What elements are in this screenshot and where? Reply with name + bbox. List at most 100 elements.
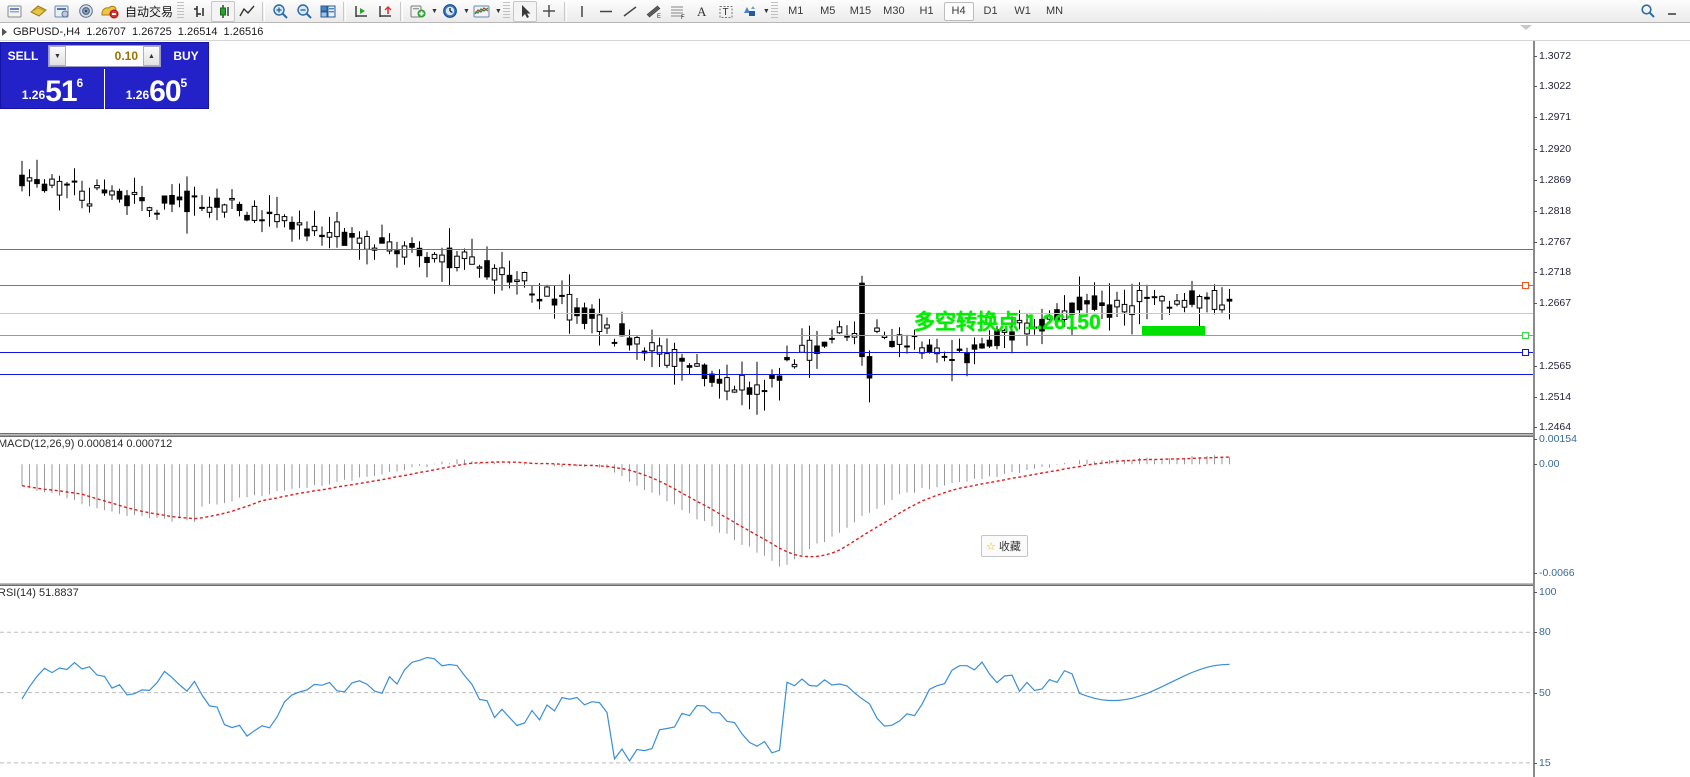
indicators-icon[interactable] — [470, 1, 494, 22]
text-label-icon[interactable]: T — [714, 1, 738, 22]
level-handle-1-2615[interactable] — [1522, 332, 1529, 340]
pane-divider-macd[interactable] — [0, 433, 1533, 437]
macd-series — [21, 455, 1230, 567]
price-tick-1-2464: 1.2464 — [1533, 421, 1572, 434]
periodicity-icon[interactable] — [438, 1, 462, 22]
favorite-badge-label: 收藏 — [998, 541, 1021, 553]
buy-price-pip: 5 — [180, 76, 188, 90]
zoom-in-icon[interactable] — [268, 1, 292, 22]
price-tick-1-2767: 1.2767 — [1533, 236, 1572, 249]
new-order-icon[interactable] — [2, 1, 26, 22]
toolbar-grip-1[interactable] — [177, 2, 185, 20]
one-click-trading-panel[interactable]: SELL ▼ 0.10 ▲ BUY 1.26 51 6 1.26 60 5 — [0, 42, 209, 109]
vertical-line-icon[interactable] — [570, 1, 594, 22]
level-line-1-2551[interactable] — [0, 374, 1533, 376]
price-tick-1-2818: 1.2818 — [1533, 205, 1572, 217]
trendline-icon[interactable] — [618, 1, 642, 22]
macd-tick-_0_0066: -0.0066 — [1534, 567, 1575, 580]
sell-price-quote[interactable]: 1.26 51 6 — [1, 69, 104, 109]
level-line-1-2697[interactable] — [0, 285, 1533, 286]
svg-text:A: A — [697, 4, 707, 19]
price-axis[interactable]: 1.3072 1.3022 1.2971 1.2920 1.2869 1.2818 1.27… — [1533, 41, 1690, 777]
navigator-icon[interactable] — [74, 1, 98, 22]
timeframe-mn[interactable]: MN — [1046, 5, 1064, 17]
rsi-tick-15: 15 — [1534, 756, 1551, 769]
price-tick-1-3022: 1.3022 — [1533, 80, 1572, 93]
highlight-zone — [1142, 326, 1205, 335]
main-toolbar: 自动交易 ▼ — [0, 0, 1690, 23]
sell-button[interactable]: SELL — [7, 49, 39, 63]
candlestick-chart-icon[interactable] — [211, 0, 236, 22]
toolbar-grip-3[interactable] — [770, 2, 778, 20]
price-tick-1-3072: 1.3072 — [1533, 49, 1572, 62]
buy-button[interactable]: BUY — [173, 49, 199, 63]
data-window-icon[interactable] — [50, 1, 74, 22]
timeframe-m15[interactable]: M15 — [849, 5, 872, 17]
price-chart-pane[interactable] — [0, 41, 1533, 433]
timeframe-h1[interactable]: H1 — [919, 5, 934, 17]
timeframe-m5[interactable]: M5 — [820, 5, 836, 17]
rsi-tick-80: 80 — [1534, 626, 1551, 639]
rsi-series — [0, 631, 1533, 764]
volume-increase-button[interactable]: ▲ — [143, 46, 160, 66]
level-line-1-2615[interactable] — [0, 335, 1533, 337]
ohlc-high: 1.26725 — [132, 25, 172, 38]
shift-end-icon[interactable] — [349, 1, 373, 22]
macd-tick-0_00: 0.00 — [1533, 458, 1560, 471]
macd-label: MACD(12,26,9) 0.000814 0.000712 — [0, 438, 173, 450]
rsi-pane[interactable]: RSI(14) 51.8837 — [0, 586, 1533, 777]
level-line-1-2587[interactable] — [0, 352, 1533, 354]
auto-trading-icon[interactable] — [98, 1, 122, 22]
templates-icon[interactable] — [406, 1, 430, 22]
level-line-1-2756[interactable] — [0, 248, 1533, 250]
fibonacci-icon[interactable]: F — [666, 1, 690, 22]
auto-scroll-icon[interactable] — [373, 1, 397, 22]
favorite-badge[interactable]: ☆ 收藏 — [981, 535, 1028, 557]
price-tick-1-2920: 1.2920 — [1533, 142, 1572, 155]
timeframe-w1[interactable]: W1 — [1014, 5, 1031, 17]
sell-price-pip: 6 — [76, 76, 84, 90]
line-chart-icon[interactable] — [235, 1, 259, 22]
level-line-1-2651[interactable] — [0, 313, 1533, 315]
collapse-triangle-icon[interactable] — [2, 27, 7, 36]
price-tick-1-2718: 1.2718 — [1533, 266, 1572, 279]
ohlc-close: 1.26516 — [223, 25, 264, 38]
bar-chart-icon[interactable] — [187, 1, 211, 22]
periodicity-caret-icon[interactable]: ▼ — [462, 7, 470, 15]
buy-price-big: 60 — [149, 75, 181, 108]
templates-caret-icon[interactable]: ▼ — [431, 7, 438, 15]
crosshair-icon[interactable] — [537, 1, 561, 22]
equidistant-channel-icon[interactable]: E — [642, 1, 666, 22]
price-tick-1-2971: 1.2971 — [1533, 111, 1572, 124]
zoom-out-icon[interactable] — [292, 1, 316, 22]
indicators-caret-icon[interactable]: ▼ — [494, 7, 502, 15]
timeframe-h4[interactable]: H4 — [943, 1, 974, 21]
shapes-icon[interactable] — [738, 1, 762, 22]
level-handle-1-2697[interactable] — [1522, 282, 1529, 289]
level-handle-1-2587[interactable] — [1522, 349, 1529, 357]
buy-price-prefix: 1.26 — [125, 88, 150, 102]
volume-input[interactable]: 0.10 — [66, 46, 143, 66]
auto-trading-label[interactable]: 自动交易 — [125, 4, 174, 19]
horizontal-line-icon[interactable] — [594, 1, 618, 22]
volume-stepper[interactable]: ▼ 0.10 ▲ — [48, 45, 161, 67]
toolbar-grip-2[interactable] — [502, 2, 510, 20]
timeframe-m1[interactable]: M1 — [788, 5, 804, 17]
buy-price-quote[interactable]: 1.26 60 5 — [104, 69, 208, 109]
cursor-icon[interactable] — [512, 0, 537, 22]
text-icon[interactable]: A — [690, 1, 714, 22]
chart-scroll-handle[interactable] — [1519, 24, 1533, 31]
timeframe-m30[interactable]: M30 — [883, 5, 905, 17]
timeframe-d1[interactable]: D1 — [983, 5, 998, 17]
shapes-caret-icon[interactable]: ▼ — [762, 7, 770, 15]
minimize-icon[interactable] — [1660, 1, 1684, 22]
rsi-tick-100: 100 — [1534, 586, 1557, 599]
market-watch-icon[interactable] — [26, 1, 50, 22]
tile-windows-icon[interactable] — [316, 1, 340, 22]
ohlc-low: 1.26514 — [177, 25, 218, 38]
macd-pane[interactable]: MACD(12,26,9) 0.000814 0.000712 — [0, 437, 1533, 583]
sell-price-big: 51 — [45, 75, 77, 108]
volume-decrease-button[interactable]: ▼ — [49, 46, 66, 66]
search-icon[interactable] — [1636, 1, 1660, 22]
